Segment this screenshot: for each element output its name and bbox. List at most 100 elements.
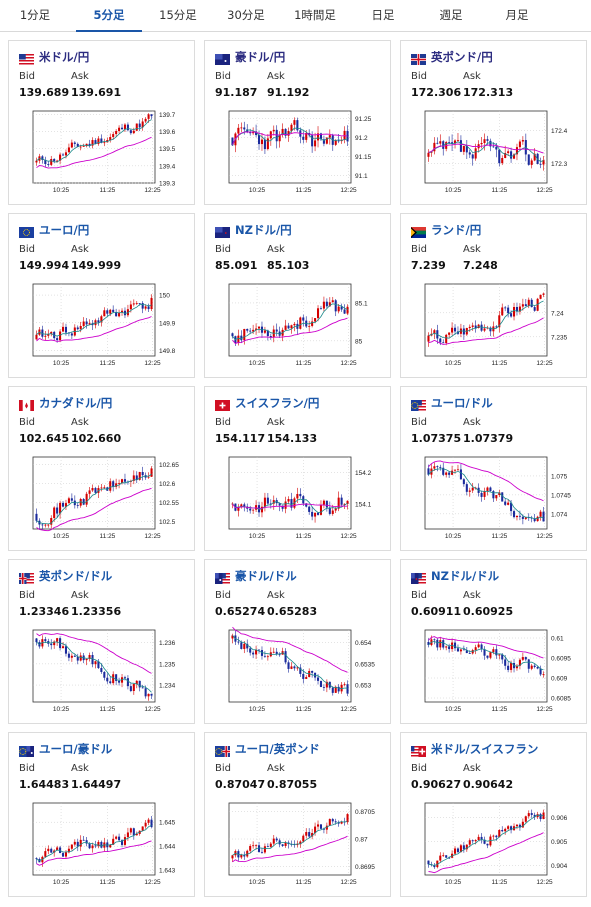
candlestick-chart[interactable]: 1.075 1.0745 1.074 10:25 11:25 12:25 [409, 453, 581, 545]
currency-pair-link[interactable]: NZドル/円 [235, 223, 292, 237]
candlestick-chart[interactable]: 0.8705 0.87 0.8695 10:25 11:25 12:25 [213, 799, 385, 891]
currency-pair-link[interactable]: カナダドル/円 [39, 396, 113, 410]
candle-body [340, 306, 343, 310]
x-tick-label: 12:25 [144, 187, 161, 194]
bid-label: Bid [411, 417, 427, 428]
candle-body [480, 142, 483, 145]
candlestick-chart[interactable]: 0.61 0.6095 0.609 0.6085 10:25 11:25 12:25 [409, 626, 581, 718]
y-tick-label: 1.643 [159, 868, 176, 875]
candle-body [231, 855, 234, 859]
currency-pair-link[interactable]: 米ドル/円 [39, 50, 90, 64]
x-tick-label: 11:25 [100, 187, 116, 194]
candlestick-chart[interactable]: 150 149.9 149.8 10:25 11:25 12:25 [17, 280, 189, 372]
currency-pair-link[interactable]: 米ドル/スイスフラン [431, 742, 539, 756]
candle-body [115, 311, 118, 317]
tab-1hour[interactable]: 1時間足 [294, 8, 336, 22]
ma-slow-line [428, 143, 544, 154]
candle-body [240, 855, 243, 858]
candlestick-chart[interactable]: 85.1 85 10:25 11:25 12:25 [213, 280, 385, 372]
candle-body [436, 639, 439, 648]
candle-body [433, 330, 436, 334]
candle-body [44, 639, 47, 642]
candle-body [325, 500, 328, 508]
plot-frame [228, 629, 352, 703]
y-tick-label: 0.905 [551, 839, 568, 846]
currency-pair-link[interactable]: ランド/円 [431, 223, 482, 237]
candle-body [468, 840, 471, 845]
candle-body [433, 865, 436, 868]
candle-body [337, 140, 340, 142]
tab-30min[interactable]: 30分足 [227, 8, 265, 22]
currency-pair-link[interactable]: 英ポンド/ドル [39, 569, 113, 583]
tab-daily[interactable]: 日足 [371, 8, 395, 22]
candlestick-chart[interactable]: 0.906 0.905 0.904 10:25 11:25 12:25 [409, 799, 581, 891]
x-tick-label: 12:25 [340, 533, 357, 540]
euau-flag-icon [19, 742, 34, 757]
euuk-flag-icon [215, 742, 230, 757]
currency-pair-link[interactable]: 豪ドル/ドル [235, 569, 297, 583]
ask-value: 0.87055 [267, 778, 318, 791]
y-tick-label: 139.4 [159, 163, 176, 170]
tab-15min[interactable]: 15分足 [159, 8, 197, 22]
candle-body [118, 312, 121, 317]
candle-body [474, 839, 477, 842]
candle-body [94, 661, 97, 665]
tab-5min[interactable]: 5分足 [76, 0, 142, 32]
currency-pair-link[interactable]: NZドル/ドル [431, 569, 500, 583]
candle-body [278, 840, 281, 845]
candlestick-chart[interactable]: 1.236 1.235 1.234 10:25 11:25 12:25 [17, 626, 189, 718]
candle-body [296, 667, 299, 669]
ask-label: Ask [71, 763, 89, 774]
currency-pair-link[interactable]: ユーロ/英ポンド [235, 742, 320, 756]
candlestick-chart[interactable]: 102.65 102.6 102.55 102.5 10:25 11:25 12:25 [17, 453, 189, 545]
candle-body [118, 836, 121, 841]
candle-body [56, 638, 59, 642]
candle-body [138, 303, 141, 304]
candle-body [510, 826, 513, 831]
tab-monthly[interactable]: 月足 [505, 8, 529, 22]
candle-body [445, 472, 448, 475]
candle-body [41, 329, 44, 337]
y-tick-label: 139.7 [159, 112, 176, 119]
candle-body [73, 142, 76, 144]
ma-fast-line [232, 303, 348, 341]
x-tick-label: 12:25 [144, 533, 161, 540]
candle-body [126, 124, 129, 131]
currency-pair-link[interactable]: ユーロ/豪ドル [39, 742, 113, 756]
candle-body [302, 673, 305, 679]
plot-frame [32, 802, 156, 876]
candle-body [468, 152, 471, 155]
candle-body [263, 330, 266, 333]
currency-pair-link[interactable]: ユーロ/円 [39, 223, 90, 237]
candle-body [103, 487, 106, 489]
candle-body [346, 500, 349, 504]
tab-1min[interactable]: 1分足 [19, 8, 51, 22]
candle-body [510, 663, 513, 670]
candle-body [70, 333, 73, 336]
candle-body [296, 844, 299, 846]
currency-pair-link[interactable]: ユーロ/ドル [431, 396, 493, 410]
candle-body [123, 677, 127, 679]
candlestick-chart[interactable]: 1.645 1.644 1.643 10:25 11:25 12:25 [17, 799, 189, 891]
currency-pair-link[interactable]: スイスフラン/円 [235, 396, 320, 410]
candle-body [296, 120, 299, 131]
currency-pair-link[interactable]: 豪ドル/円 [235, 50, 286, 64]
candlestick-chart[interactable]: 172.4 172.3 10:25 11:25 12:25 [409, 107, 581, 199]
candlestick-chart[interactable]: 91.25 91.2 91.15 91.1 10:25 11:25 12:25 [213, 107, 385, 199]
currency-pair-link[interactable]: 英ポンド/円 [431, 50, 493, 64]
candle-body [518, 306, 521, 312]
candlestick-chart[interactable]: 154.2 154.1 10:25 11:25 12:25 [213, 453, 385, 545]
candle-body [477, 644, 480, 648]
candle-body [67, 653, 70, 658]
candle-body [316, 133, 320, 141]
candlestick-chart[interactable]: 7.24 7.235 10:25 11:25 12:25 [409, 280, 581, 372]
ask-value: 0.65283 [267, 605, 318, 618]
candle-body [73, 655, 76, 657]
candlestick-chart[interactable]: 0.654 0.6535 0.653 10:25 11:25 12:25 [213, 626, 385, 718]
tab-weekly[interactable]: 週足 [439, 8, 463, 22]
candle-body [150, 114, 153, 117]
candlestick-chart[interactable]: 139.7 139.6 139.5 139.4 139.3 10:25 11:25 12:25 [17, 107, 189, 199]
candle-body [512, 307, 516, 317]
candle-body [442, 141, 445, 149]
ma-slow-line [428, 317, 544, 345]
